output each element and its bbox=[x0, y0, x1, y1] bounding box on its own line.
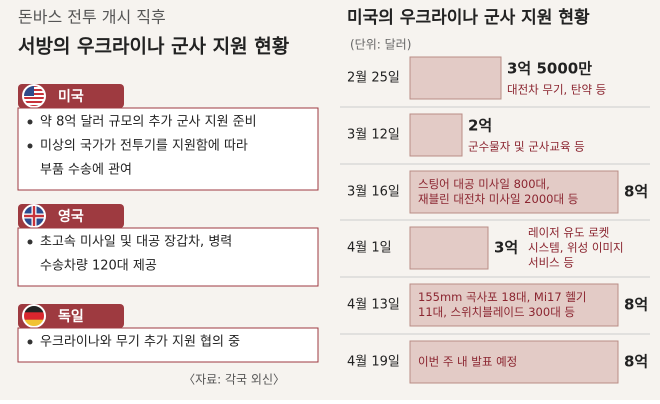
bullet-text: 초고속 미사일 및 대공 장갑차, 병력 bbox=[40, 235, 232, 250]
value-label: 8억 bbox=[624, 353, 648, 371]
description: 155mm 곡사포 18대, Mi17 헬기 bbox=[418, 290, 587, 304]
flag-part bbox=[23, 312, 45, 320]
chart-subtitle: (단위: 달러) bbox=[350, 38, 411, 52]
description: 재블린 대전차 미사일 2000대 등 bbox=[418, 192, 578, 206]
description: 스팅어 대공 미사일 800대, bbox=[418, 177, 550, 191]
value-label: 8억 bbox=[624, 296, 648, 314]
bullet-dot bbox=[27, 339, 33, 345]
country-header bbox=[18, 304, 124, 328]
category-label: 3월 12일 bbox=[347, 128, 400, 143]
description: 레이저 유도 로켓 bbox=[528, 226, 609, 240]
category-label: 4월 19일 bbox=[347, 355, 400, 370]
left-title: 서방의 우크라이나 군사 지원 현황 bbox=[18, 35, 290, 58]
bullet-box bbox=[17, 327, 319, 363]
flag-ring bbox=[22, 304, 46, 328]
bullet-dot bbox=[27, 239, 33, 245]
bullet-text: 부품 수송에 관여 bbox=[40, 163, 132, 178]
bar bbox=[409, 283, 619, 327]
description: 대전차 무기, 탄약 등 bbox=[507, 83, 606, 97]
bullet-dot bbox=[27, 143, 33, 149]
source: 〈자료: 각국 외신〉 bbox=[183, 373, 285, 387]
bar bbox=[409, 170, 619, 214]
flag-part bbox=[23, 319, 45, 327]
bullet-text: 약 8억 달러 규모의 추가 군사 지원 준비 bbox=[40, 115, 257, 130]
category-label: 3월 16일 bbox=[347, 185, 400, 200]
bullet-text: 미상의 국가가 전투기를 지원함에 따라 bbox=[40, 139, 248, 154]
description: 서비스 등 bbox=[528, 256, 574, 270]
country-name: 독일 bbox=[58, 309, 84, 325]
bar bbox=[409, 340, 619, 384]
country-name: 미국 bbox=[58, 89, 84, 105]
chart-title: 미국의 우크라이나 군사 지원 현황 bbox=[347, 8, 590, 28]
flag-part bbox=[23, 305, 45, 313]
country-name: 영국 bbox=[58, 208, 84, 225]
flag-part bbox=[23, 85, 34, 96]
description: 11대, 스위치블레이드 300대 등 bbox=[418, 305, 575, 319]
country-header bbox=[18, 84, 124, 108]
bullet-box bbox=[17, 227, 319, 287]
value-label: 2억 bbox=[468, 117, 492, 135]
flag-part bbox=[32, 205, 36, 227]
description: 시스템, 위성 이미지 bbox=[528, 241, 624, 255]
bullet-box bbox=[17, 107, 319, 191]
flag-ring bbox=[22, 204, 46, 228]
flag-part bbox=[23, 101, 45, 103]
value-label: 3억 5000만 bbox=[507, 60, 592, 78]
value-label: 3억 bbox=[494, 239, 518, 257]
bar bbox=[409, 226, 489, 270]
flag-part bbox=[23, 97, 45, 99]
bullet-dot bbox=[27, 119, 33, 125]
value-label: 8억 bbox=[624, 183, 648, 201]
bar bbox=[409, 113, 463, 157]
bullet-text: 우크라이나와 무기 추가 지원 협의 중 bbox=[40, 335, 240, 350]
category-label: 2월 25일 bbox=[347, 71, 400, 86]
bar bbox=[409, 56, 502, 100]
category-label: 4월 1일 bbox=[347, 241, 392, 256]
description: 군수물자 및 군사교육 등 bbox=[468, 140, 585, 154]
description: 이번 주 내 발표 예정 bbox=[418, 355, 517, 369]
bullet-text: 수송차량 120대 제공 bbox=[40, 259, 157, 274]
category-label: 4월 13일 bbox=[347, 298, 400, 313]
left-subtitle: 돈바스 전투 개시 직후 bbox=[18, 8, 166, 27]
country-header bbox=[18, 204, 124, 228]
flag-ring bbox=[22, 84, 46, 108]
